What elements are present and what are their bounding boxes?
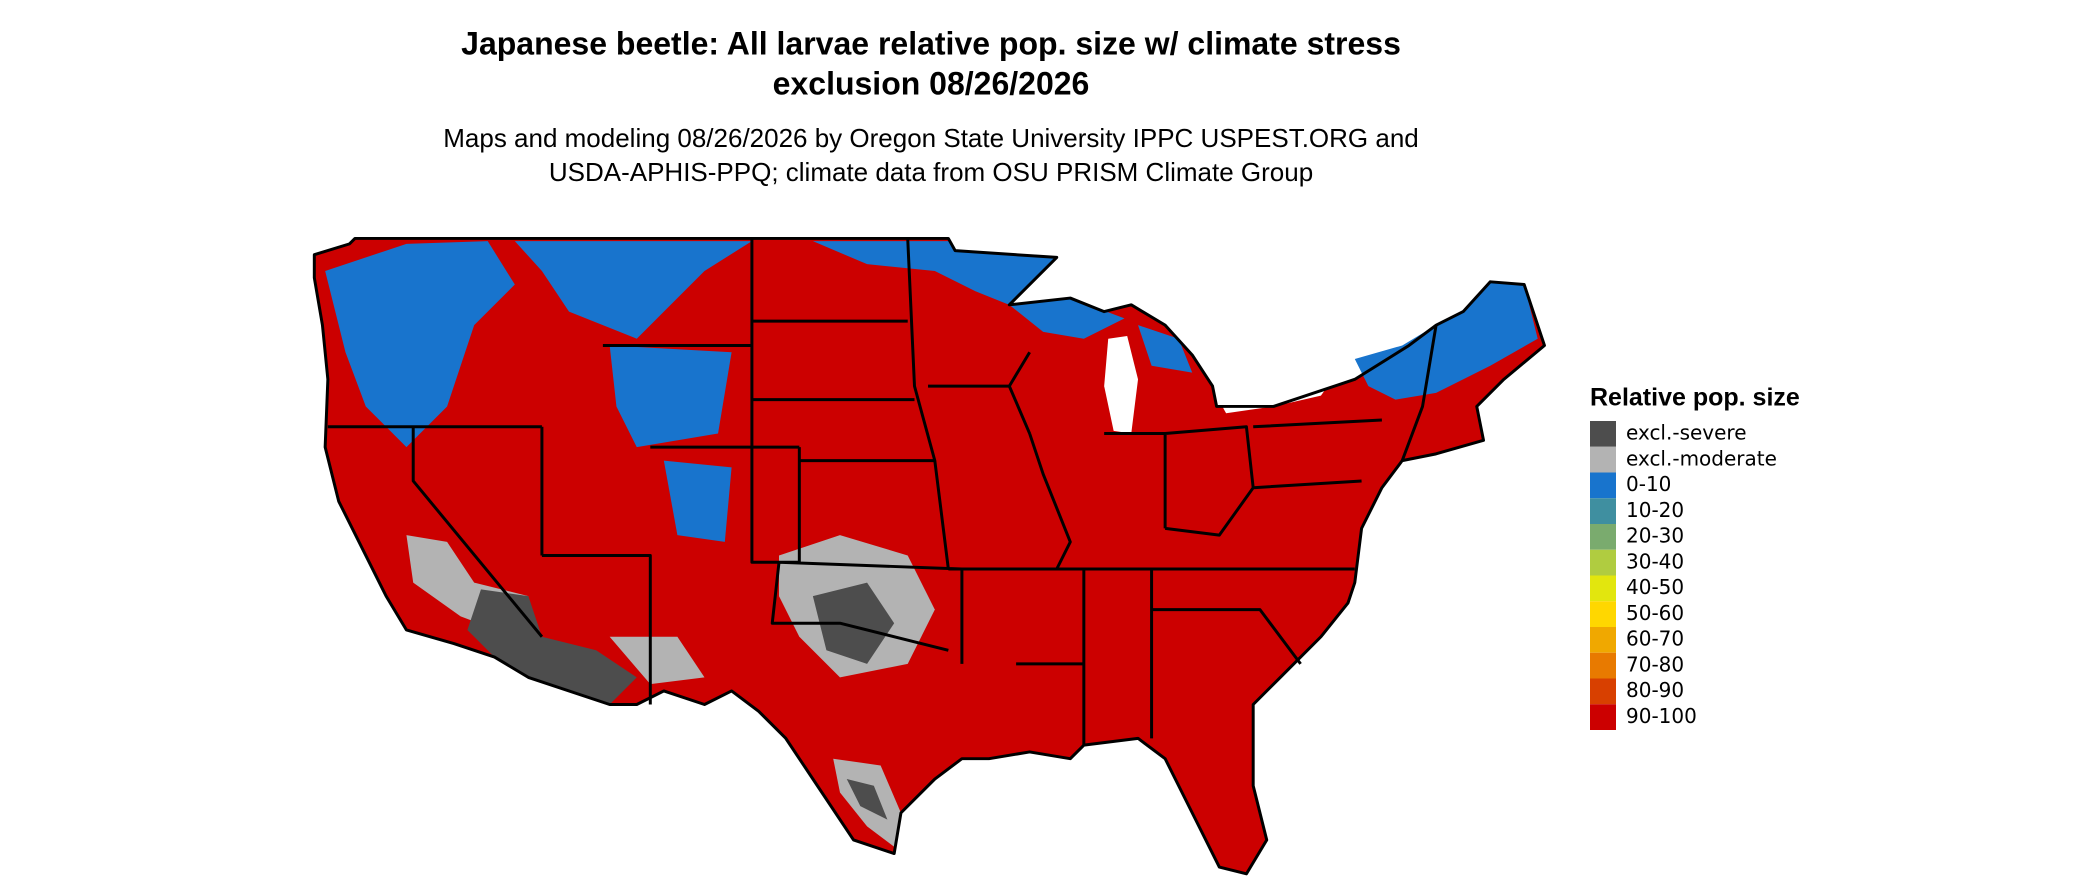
excluded-severe [467,582,895,820]
legend-label: 10-20 [1626,498,1684,522]
legend-swatch [1590,627,1616,653]
legend-swatch [1590,446,1616,473]
legend-swatch [1590,652,1616,679]
legend-label: 40-50 [1626,575,1684,599]
title: Japanese beetle: All larvae relative pop… [461,25,1401,61]
lake-michigan [1104,335,1139,434]
us-map [312,236,1546,876]
legend-swatch [1590,524,1616,550]
legend-swatch [1590,421,1616,447]
legend-swatch [1590,575,1616,602]
subtitle: Maps and modeling 08/26/2026 by Oregon S… [443,123,1419,153]
legend-swatch [1590,549,1616,576]
legend-swatch [1590,678,1616,705]
legend-label: 50-60 [1626,601,1684,625]
legend-label: 80-90 [1626,678,1684,702]
legend-swatch [1590,704,1616,730]
land [314,238,1545,874]
low-suitability-areas [325,241,1538,542]
title: exclusion 08/26/2026 [773,65,1090,101]
legend-label: 90-100 [1626,704,1697,728]
lake-erie [1219,376,1335,414]
legend-label: excl.-moderate [1626,446,1777,470]
legend-swatch [1590,498,1616,524]
legend-title: Relative pop. size [1590,384,1800,412]
legend-swatch [1590,601,1616,627]
country-border [312,236,1546,876]
legend-swatch [1590,472,1616,499]
subtitle: USDA-APHIS-PPQ; climate data from OSU PR… [549,157,1313,187]
legend-label: 0-10 [1626,472,1671,496]
state-borders [327,238,1438,746]
legend: excl.-severeexcl.-moderate0-1010-2020-30… [1590,421,1777,730]
legend-label: 60-70 [1626,627,1684,651]
legend-label: 20-30 [1626,524,1684,548]
legend-label: 70-80 [1626,652,1684,676]
legend-label: 30-40 [1626,549,1684,573]
legend-label: excl.-severe [1626,421,1747,445]
